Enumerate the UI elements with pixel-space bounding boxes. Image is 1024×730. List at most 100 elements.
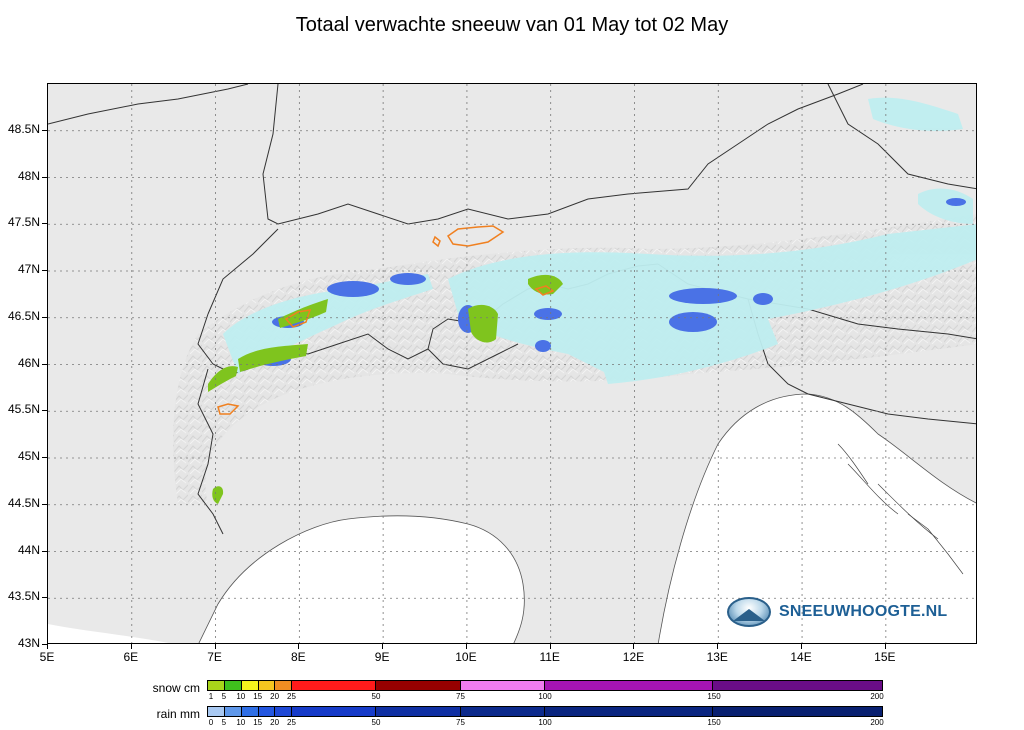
latitude-tick [42,410,47,412]
snow-colorbar-tick: 150 [707,692,721,701]
snow-colorbar-tick: 5 [221,692,227,701]
latitude-label: 44N [17,542,40,557]
snow-colorbar-tick: 75 [456,692,465,701]
rain-colorbar-segment [224,707,242,716]
latitude-tick [42,363,47,365]
snow-colorbar-tick: 100 [538,692,552,701]
longitude-tick [298,644,300,649]
rain-legend: rain mm 0 5 10 15 20 25 50 75 100 150 200 [0,706,1024,728]
snow-colorbar-segment [713,681,882,690]
snow-colorbar-segment [275,681,293,690]
longitude-label: 15E [874,650,896,664]
latitude-label: 48N [17,168,40,183]
longitude-tick [717,644,719,649]
longitude-label: 5E [39,650,55,664]
longitude-label: 14E [790,650,812,664]
rain-colorbar-segment [241,707,259,716]
snow-colorbar-tick: 50 [371,692,381,701]
rain-colorbar-segment [713,707,882,716]
latitude-label: 44.5N [7,495,40,510]
snow-colorbar-segment [292,681,377,690]
latitude-label: 45N [17,449,40,463]
rain-colorbar-tick: 5 [221,718,227,727]
longitude-label: 11E [539,650,560,664]
tyrrhenian-sea [48,624,169,643]
latitude-label: 43N [17,636,40,650]
mountain-logo-icon [727,597,771,627]
rain-colorbar-tick: 150 [707,718,721,727]
snow-colorbar-tick: 200 [870,692,884,701]
latitude-label: 46.5N [7,308,40,323]
rain-colorbar-tick: 15 [253,718,263,727]
rain-colorbar-tick: 20 [270,718,280,727]
logo-text: SNEEUWHOOGTE.NL [779,603,948,620]
sneeuwhoogte-logo[interactable]: SNEEUWHOOGTE.NL [727,595,957,629]
snow-legend: snow cm 1 5 10 15 20 25 50 75 100 150 200 [0,680,1024,702]
snow-heavy-contours [217,225,555,415]
graticule [48,84,976,643]
longitude-tick [633,644,635,649]
snow-colorbar-tick: 1 [208,692,214,701]
longitude-tick [549,644,551,649]
rain-colorbar-segment [376,707,461,716]
snow-legend-label: snow cm [152,681,200,695]
longitude-label: 6E [123,650,139,664]
latitude-tick [42,129,47,131]
snow-colorbar-segment [224,681,242,690]
longitude-tick [214,644,216,649]
snow-colorbar-segment [208,681,225,690]
rain-colorbar-tick: 25 [287,718,296,727]
longitude-label: 7E [207,650,222,664]
latitude-tick [42,176,47,178]
latitude-tick [42,597,47,599]
snow-colorbar-segment [460,681,545,690]
longitude-label: 13E [706,650,728,664]
rain-colorbar-tick: 200 [870,718,884,727]
snow-colorbar-tick: 15 [253,692,263,701]
snow-colorbar-segment [258,681,276,690]
longitude-tick [382,644,384,649]
latitude-label: 47.5N [7,215,40,230]
rain-colorbar-segment [460,707,545,716]
latitude-label: 46N [17,355,40,370]
latitude-label: 48.5N [7,121,40,136]
latitude-tick [42,270,47,271]
longitude-tick [47,644,48,649]
latitude-tick [42,457,47,458]
longitude-label: 12E [622,650,645,664]
rain-colorbar-segment [275,707,293,716]
latitude-tick [42,503,47,505]
rain-colorbar-segment [544,707,714,716]
map-title: Totaal verwachte sneeuw van 01 May tot 0… [295,14,729,36]
snow-colorbar [207,680,883,691]
rain-colorbar-tick: 10 [236,718,246,727]
rain-colorbar-segment [258,707,276,716]
snow-colorbar-tick: 10 [236,692,246,701]
snow-colorbar-segment [241,681,259,690]
latitude-tick [42,316,47,318]
latitude-label: 45.5N [7,402,40,417]
longitude-label: 8E [291,650,306,664]
latitude-tick [42,550,47,552]
longitude-label: 9E [374,650,390,664]
snow-forecast-map[interactable] [47,83,977,644]
rain-colorbar-tick: 100 [538,718,552,727]
latitude-tick [42,644,47,645]
rain-colorbar [207,706,883,717]
longitude-tick [884,644,886,649]
snow-colorbar-tick: 20 [270,692,280,701]
latitude-label: 43.5N [7,589,40,604]
snow-colorbar-segment [376,681,461,690]
rain-colorbar-segment [292,707,377,716]
croatian-islands [837,443,964,575]
longitude-tick [801,644,803,649]
map-canvas [48,84,976,643]
ligurian-sea [198,515,525,643]
latitude-label: 47N [17,262,40,276]
rain-colorbar-segment [208,707,225,716]
longitude-tick [465,644,467,649]
rain-legend-label: rain mm [156,707,200,721]
longitude-tick [130,644,132,649]
latitude-tick [42,223,47,225]
longitude-label: 10E [455,650,477,664]
